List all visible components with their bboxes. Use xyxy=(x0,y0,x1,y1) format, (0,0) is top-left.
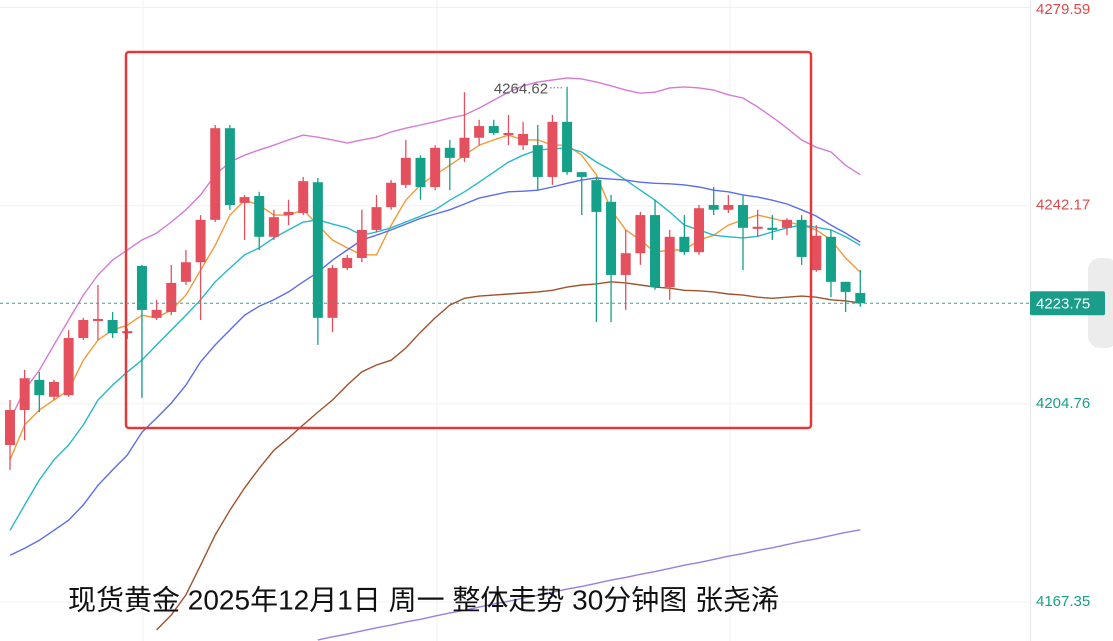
candle-body xyxy=(738,205,748,228)
chart-title: 现货黄金 2025年12月1日 周一 整体走势 30分钟图 张尧浠 xyxy=(68,584,779,615)
candle-body xyxy=(474,126,485,138)
candles xyxy=(5,86,866,470)
candle-body xyxy=(92,318,103,322)
candle-body xyxy=(415,157,426,188)
candle-body xyxy=(767,227,778,230)
candle-body xyxy=(488,126,499,133)
candle-body xyxy=(547,121,558,177)
candle-body xyxy=(122,331,133,334)
candle-body xyxy=(151,309,162,318)
y-tick-label: 4242.17 xyxy=(1036,197,1090,214)
candle-body xyxy=(63,337,74,396)
candle-body xyxy=(342,257,353,269)
candle-body xyxy=(195,219,206,263)
candle-body xyxy=(298,181,309,213)
candle-body xyxy=(620,253,631,275)
candle-body xyxy=(503,132,514,136)
candle-body xyxy=(430,147,441,188)
candle-body xyxy=(518,134,529,146)
candle-body xyxy=(166,282,177,313)
candle-body xyxy=(312,182,323,318)
candle-body xyxy=(825,236,836,282)
y-tick-label: 4167.35 xyxy=(1036,593,1090,610)
last-price-box xyxy=(1030,291,1105,316)
candle-body xyxy=(283,211,294,216)
candle-body xyxy=(635,215,646,254)
indicator-line xyxy=(9,77,861,421)
candle-body xyxy=(386,182,397,208)
candle-body xyxy=(48,381,59,397)
indicator-line xyxy=(156,281,861,631)
candle-body xyxy=(840,281,851,292)
candle-body xyxy=(723,205,734,210)
candle-body xyxy=(650,215,661,288)
candle-body xyxy=(19,378,30,411)
candle-body xyxy=(224,128,235,206)
indicator-line xyxy=(317,529,861,641)
candle-body xyxy=(78,319,89,338)
candle-body xyxy=(811,235,822,271)
candle-body xyxy=(371,207,382,230)
candle-body xyxy=(694,208,705,253)
candle-body xyxy=(254,196,265,237)
candle-body xyxy=(576,172,587,177)
candle-body xyxy=(444,147,455,158)
y-tick-label: 4279.59 xyxy=(1036,1,1090,18)
last-price-label: 4223.75 xyxy=(1036,295,1090,312)
candle-body xyxy=(356,229,367,258)
candle-body xyxy=(664,236,675,288)
candle-body xyxy=(180,262,191,282)
candle-body xyxy=(34,379,45,396)
candle-body xyxy=(708,205,719,210)
candle-body xyxy=(459,137,470,158)
candle-body xyxy=(268,217,279,237)
candle-body xyxy=(532,145,543,177)
candle-body xyxy=(136,265,147,310)
highlight-box xyxy=(124,50,813,430)
candle-body xyxy=(752,226,763,229)
candle-body xyxy=(107,319,118,334)
high-annotation: 4264.62 xyxy=(494,81,548,98)
candle-body xyxy=(591,180,602,212)
candle-body xyxy=(796,219,807,257)
overlay: 4264.62 4223.75 xyxy=(0,81,1113,348)
candle-body xyxy=(239,197,250,203)
candle-body xyxy=(210,128,221,220)
candle-body xyxy=(400,157,411,185)
candle-body xyxy=(562,121,573,173)
indicator-line xyxy=(9,147,861,531)
y-tick-label: 4204.76 xyxy=(1036,395,1090,412)
grid xyxy=(0,0,1030,641)
candle-body xyxy=(679,236,690,253)
candle-body xyxy=(855,292,866,304)
candle-body xyxy=(781,219,792,228)
candle-body xyxy=(327,268,338,318)
indicator-line xyxy=(9,177,861,556)
candle-body xyxy=(606,201,617,275)
candle-body xyxy=(5,410,15,445)
